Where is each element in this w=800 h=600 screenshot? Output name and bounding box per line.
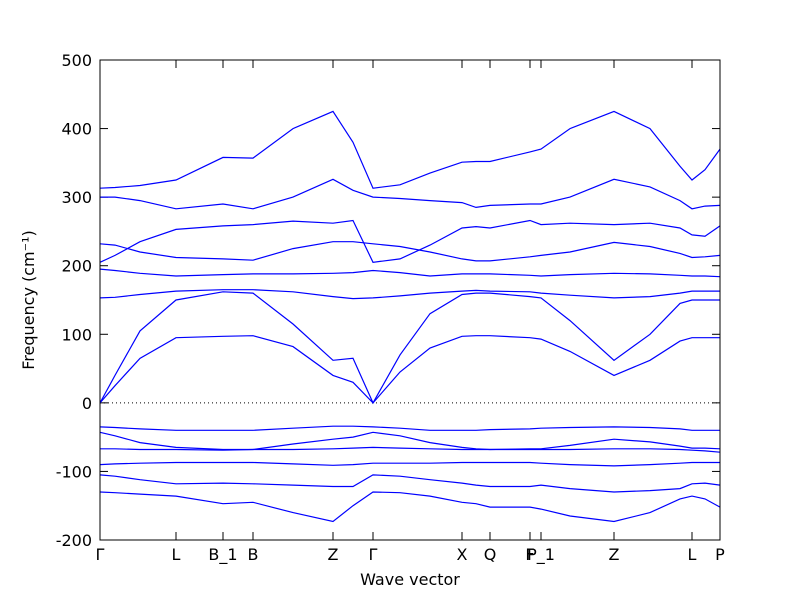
band-line [99, 335, 720, 404]
x-tick-label: B_1 [208, 545, 237, 565]
band-line [99, 291, 720, 405]
band-line [99, 219, 721, 263]
band-line [99, 491, 721, 523]
y-tick-label: -200 [56, 531, 92, 550]
band-line [99, 431, 721, 451]
y-axis-label: Frequency (cm⁻¹) [19, 230, 38, 369]
x-tick-label: Γ [96, 545, 105, 564]
x-tick-label: P [715, 545, 725, 564]
y-tick-label: 500 [61, 51, 92, 70]
x-tick-label: L [172, 545, 181, 564]
y-tick-label: 300 [61, 188, 92, 207]
band-line [100, 178, 721, 210]
x-tick-label: Q [484, 545, 497, 564]
x-tick-label: Γ [369, 545, 378, 564]
band-line [99, 289, 720, 300]
x-tick-label: Z [328, 545, 339, 564]
band-line [100, 446, 721, 453]
y-tick-label: -100 [56, 462, 92, 481]
band-line [99, 461, 720, 467]
band-line [99, 241, 721, 262]
plot-frame [99, 59, 721, 541]
x-tick-label: P_1 [527, 545, 555, 565]
x-axis-label: Wave vector [360, 570, 460, 589]
band-line [99, 474, 721, 493]
y-tick-label: 100 [61, 325, 92, 344]
x-tick-label: B [248, 545, 259, 564]
x-tick-label: L [688, 545, 697, 564]
band-line [99, 268, 721, 278]
x-tick-label: F [525, 545, 534, 564]
band-line [99, 110, 721, 189]
y-tick-label: 0 [82, 394, 92, 413]
band-line [99, 425, 720, 431]
y-tick-label: 400 [61, 120, 92, 139]
y-tick-label: 200 [61, 257, 92, 276]
x-tick-label: Z [609, 545, 620, 564]
x-tick-label: X [457, 545, 468, 564]
